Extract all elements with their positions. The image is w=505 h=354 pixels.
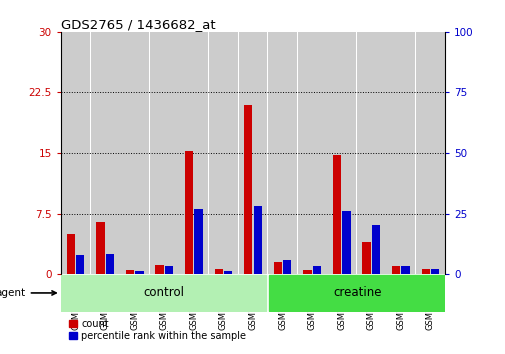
Bar	[327, 32, 356, 274]
Bar	[371, 224, 379, 274]
Text: creatine: creatine	[332, 286, 381, 299]
Bar	[185, 150, 193, 274]
Bar	[283, 260, 291, 274]
Bar	[209, 32, 237, 274]
Bar	[268, 32, 296, 274]
Bar	[421, 269, 429, 274]
Bar	[332, 155, 340, 274]
Bar	[400, 266, 409, 274]
Text: GDS2765 / 1436682_at: GDS2765 / 1436682_at	[61, 18, 215, 31]
Bar	[243, 104, 252, 274]
Bar	[120, 32, 149, 274]
Bar	[297, 32, 326, 274]
Bar	[415, 32, 444, 274]
Bar	[194, 209, 203, 274]
Bar	[430, 269, 438, 274]
Bar	[149, 32, 178, 274]
Bar	[96, 222, 105, 274]
Text: agent: agent	[0, 288, 56, 298]
Bar	[312, 266, 320, 274]
Bar	[356, 32, 385, 274]
Legend: count, percentile rank within the sample: count, percentile rank within the sample	[66, 315, 249, 344]
Bar	[224, 270, 232, 274]
Bar	[273, 262, 281, 274]
Bar	[391, 266, 399, 274]
Bar	[179, 32, 208, 274]
Bar	[155, 264, 163, 274]
Bar	[269, 275, 444, 311]
Bar	[106, 253, 114, 274]
Bar	[165, 266, 173, 274]
Bar	[342, 211, 350, 274]
Bar	[67, 234, 75, 274]
Bar	[76, 255, 84, 274]
Bar	[135, 270, 143, 274]
Bar	[214, 269, 222, 274]
Bar	[238, 32, 267, 274]
Bar	[386, 32, 415, 274]
Bar	[362, 242, 370, 274]
Text: control: control	[143, 286, 184, 299]
Bar	[90, 32, 119, 274]
Bar	[61, 32, 90, 274]
Bar	[253, 206, 262, 274]
Bar	[302, 270, 311, 274]
Bar	[126, 270, 134, 274]
Bar	[61, 275, 266, 311]
